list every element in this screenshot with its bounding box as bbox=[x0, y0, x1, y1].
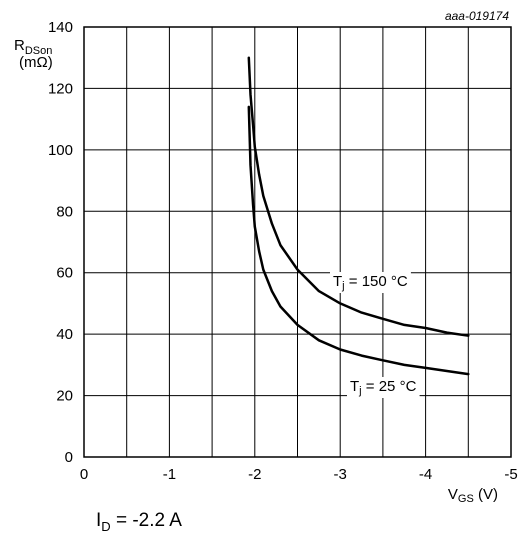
y-tick-label: 40 bbox=[56, 326, 73, 343]
y-tick-labels: 0 20 40 60 80 100 120 140 bbox=[48, 19, 73, 466]
y-axis-label: RDSon bbox=[14, 37, 52, 57]
y-axis-label-sub: DSon bbox=[25, 45, 53, 57]
x-axis-label: VGS (V) bbox=[448, 486, 498, 505]
series-label-background bbox=[330, 272, 411, 293]
plot-frame bbox=[83, 26, 512, 458]
condition-rest: = -2.2 A bbox=[110, 510, 182, 531]
series-label-tj25: Tj = 25 °C bbox=[350, 378, 417, 397]
y-tick-label: 20 bbox=[56, 388, 73, 405]
series-line-tj150 bbox=[247, 56, 470, 337]
condition-main: I bbox=[96, 510, 102, 531]
series-label-tj150-sub: j bbox=[341, 280, 344, 292]
y-tick-label: 100 bbox=[48, 142, 73, 159]
x-tick-label: 0 bbox=[80, 466, 88, 483]
series-label-background bbox=[347, 377, 420, 398]
condition-sub: D bbox=[101, 518, 111, 534]
series-label-tj150-rest: = 150 °C bbox=[345, 273, 408, 290]
x-tick-label: -5 bbox=[504, 466, 517, 483]
y-tick-label: 60 bbox=[56, 265, 73, 282]
y-axis-unit: (mΩ) bbox=[19, 54, 53, 71]
y-tick-label: 120 bbox=[48, 80, 73, 97]
x-tick-label: -3 bbox=[334, 466, 347, 483]
x-axis-label-main: V bbox=[448, 486, 458, 503]
series-label-tj25-rest: = 25 °C bbox=[362, 378, 417, 395]
y-tick-label: 140 bbox=[48, 19, 73, 36]
series-label-tj150: Tj = 150 °C bbox=[333, 273, 408, 292]
y-tick-label: 80 bbox=[56, 203, 73, 220]
x-tick-labels: 0 -1 -2 -3 -4 -5 bbox=[80, 466, 518, 483]
y-axis-label-main: R bbox=[14, 37, 25, 54]
x-axis-label-unit: (V) bbox=[474, 486, 498, 503]
y-tick-label: 0 bbox=[65, 449, 73, 466]
test-condition: ID = -2.2 A bbox=[96, 510, 182, 534]
data-series bbox=[247, 56, 470, 376]
series-labels: Tj = 150 °C Tj = 25 °C bbox=[330, 272, 420, 398]
series-label-tj25-main: T bbox=[350, 378, 359, 395]
grid-lines bbox=[83, 26, 512, 458]
x-axis-label-sub: GS bbox=[458, 493, 474, 505]
series-label-tj150-main: T bbox=[333, 273, 342, 290]
x-tick-label: -2 bbox=[248, 466, 261, 483]
x-tick-label: -1 bbox=[163, 466, 176, 483]
series-line-tj25 bbox=[247, 105, 470, 376]
x-tick-label: -4 bbox=[419, 466, 432, 483]
figure-reference: aaa-019174 bbox=[445, 9, 509, 23]
series-label-tj25-sub: j bbox=[358, 385, 361, 397]
